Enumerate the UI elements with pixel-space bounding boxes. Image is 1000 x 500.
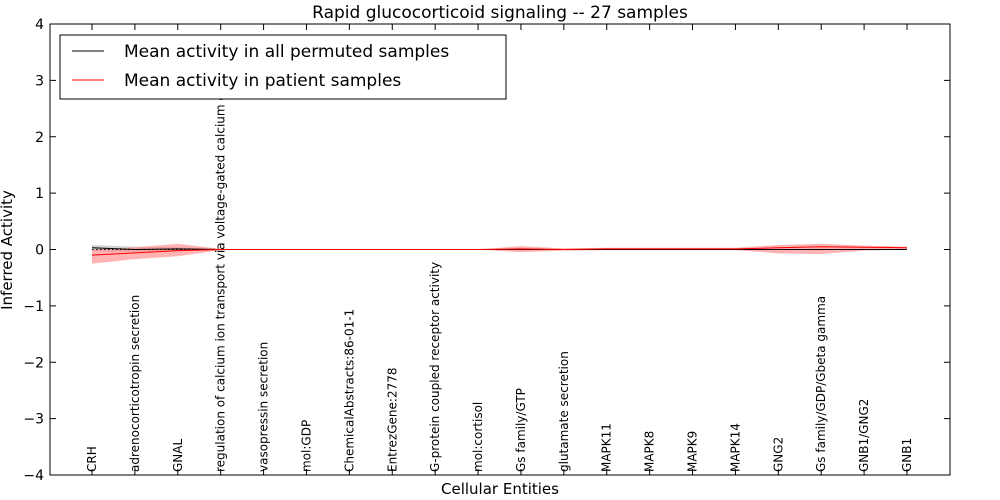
y-tick-label: −2: [23, 355, 44, 371]
category-label: glutamate secretion: [557, 351, 571, 472]
category-label: mol:cortisol: [471, 402, 485, 472]
y-tick-label: −4: [23, 468, 44, 484]
category-label: GNG2: [771, 437, 785, 472]
category-labels: CRH adrenocorticotropin secretion GNAL regu…: [85, 53, 914, 472]
legend-box: [59, 34, 507, 100]
category-label: GNAL: [171, 439, 185, 472]
legend: Mean activity in all permuted samples Me…: [59, 34, 507, 100]
y-tick-label: 1: [35, 186, 44, 202]
category-label: MAPK8: [643, 431, 657, 472]
category-label: GNB1/GNG2: [857, 399, 871, 472]
category-label: G-protein coupled receptor activity: [428, 262, 442, 472]
category-label: MAPK14: [728, 423, 742, 472]
y-tick-label: 2: [35, 130, 44, 146]
plot-frame: [49, 23, 951, 476]
category-label: EntrezGene:2778: [385, 368, 399, 473]
chart-title: Rapid glucocorticoid signaling -- 27 sam…: [312, 3, 688, 23]
legend-label-patient: Mean activity in patient samples: [124, 71, 401, 91]
legend-label-permuted: Mean activity in all permuted samples: [124, 42, 449, 62]
y-tick-label: −3: [23, 412, 44, 428]
category-label: Gs family/GTP: [514, 388, 528, 472]
series-lines: [91, 246, 908, 256]
y-tick-label: 0: [35, 243, 44, 259]
series-line-1: [91, 246, 908, 256]
category-label: CRH: [85, 446, 99, 472]
category-label: MAPK11: [600, 423, 614, 472]
category-label: ChemicalAbstracts:86-01-1: [342, 309, 356, 472]
category-label: vasopressin secretion: [257, 342, 271, 472]
y-tick-label: 4: [35, 17, 44, 33]
category-label: GNB1: [900, 438, 914, 472]
x-axis-label: Cellular Entities: [441, 480, 559, 498]
category-label: MAPK9: [686, 431, 700, 472]
y-axis-label: Inferred Activity: [0, 190, 16, 310]
y-tick-label: −1: [23, 299, 44, 315]
category-label: mol:GDP: [300, 420, 314, 472]
category-label: Gs family/GDP/Gbeta gamma: [814, 296, 828, 472]
x-ticks: [91, 24, 908, 475]
y-tick-label: 3: [35, 73, 44, 89]
category-label: regulation of calcium ion transport via …: [214, 53, 228, 472]
category-label: adrenocorticotropin secretion: [128, 295, 142, 472]
y-ticks: −4 −3 −2 −1 0 1 2 3 4: [23, 17, 950, 484]
